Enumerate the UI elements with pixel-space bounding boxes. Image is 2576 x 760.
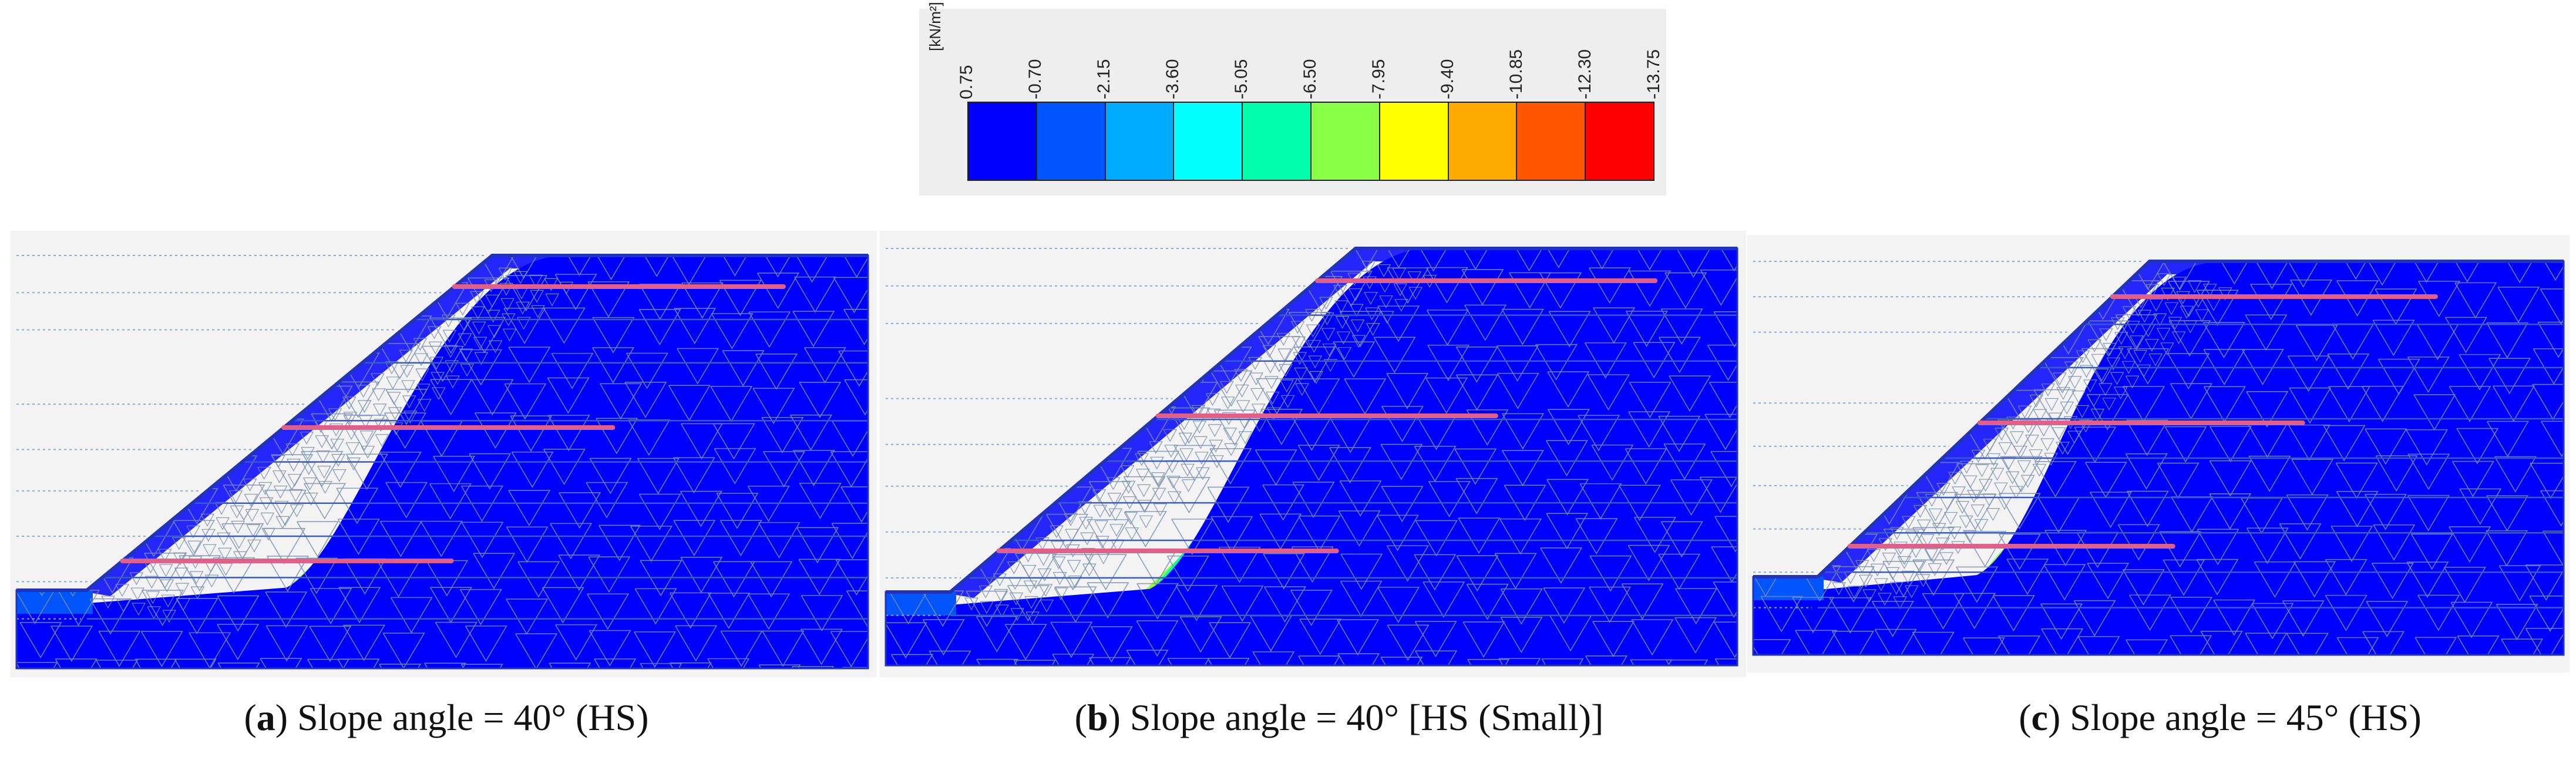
caption-a: (a) Slope angle = 40° (HS) <box>244 697 649 738</box>
layer-lines <box>1818 323 2564 608</box>
legend-swatch <box>1310 102 1380 181</box>
legend-tick-label: 0.75 <box>957 65 976 99</box>
legend-swatch <box>1173 102 1243 181</box>
legend-swatch <box>1516 102 1586 181</box>
legend-swatch <box>1035 102 1106 181</box>
reference-dashed-lines <box>886 248 1350 616</box>
caption-b-text: Slope angle = 40° [HS (Small)] <box>1120 697 1604 738</box>
legend-tick-label: -6.50 <box>1300 59 1320 99</box>
legend-tick-label: -13.75 <box>1644 49 1663 99</box>
domain-boundary <box>1752 260 2565 656</box>
legend-swatch <box>1585 102 1654 181</box>
fe-mesh-fine <box>1832 273 2232 610</box>
contour-band <box>1753 261 2564 655</box>
layer-lines <box>87 318 868 620</box>
legend-tick-label: -12.30 <box>1575 49 1595 99</box>
legend-swatch <box>1378 102 1449 181</box>
layer-lines <box>950 314 1737 617</box>
soil-domain <box>16 255 868 668</box>
legend-color-bar <box>967 102 1654 181</box>
legend-swatch <box>967 102 1037 181</box>
legend-tick-label: -0.70 <box>1025 59 1045 99</box>
legend-tick-label: -10.85 <box>1506 49 1526 99</box>
soil-domain <box>886 248 1737 665</box>
legend-swatch <box>1104 102 1175 181</box>
legend-tick-label: -7.95 <box>1369 59 1388 99</box>
color-legend: [kN/m²] 0.75 -0.70 -2.15 -3.60 -5.05 -6.50 -7.… <box>919 2 1666 196</box>
legend-swatch <box>1447 102 1518 181</box>
toe-band <box>16 590 93 614</box>
caption-b: (b) Slope angle = 40° [HS (Small)] <box>1074 697 1604 738</box>
domain-boundary <box>15 254 869 670</box>
caption-c: (c) Slope angle = 45° (HS) <box>2019 697 2422 738</box>
panel-b-contour-plot <box>880 231 1746 677</box>
caption-c-text: Slope angle = 45° (HS) <box>2060 697 2422 738</box>
legend-tick-label: -5.05 <box>1232 59 1251 99</box>
reference-dashed-lines <box>16 255 486 620</box>
toe-band <box>886 592 956 616</box>
caption-b-letter: b <box>1087 697 1108 738</box>
legend-tick-label: -3.60 <box>1163 59 1182 99</box>
domain-boundary <box>885 247 1738 667</box>
legend-tick-label: -2.15 <box>1094 59 1114 99</box>
panel-c-contour-plot <box>1747 235 2570 672</box>
contour-band <box>886 248 1737 665</box>
contour-svg <box>885 247 1738 667</box>
caption-a-letter: a <box>256 697 275 738</box>
soil-domain <box>1753 261 2564 655</box>
reference-dashed-lines <box>1753 261 2144 608</box>
legend-swatch <box>1242 102 1311 181</box>
panel-a-contour-plot <box>11 231 877 677</box>
legend-tick-label: -9.40 <box>1438 59 1457 99</box>
contour-svg <box>15 254 869 670</box>
caption-c-letter: c <box>2031 697 2048 738</box>
legend-unit-label: [kN/m²] <box>926 2 944 51</box>
contour-band <box>16 255 868 668</box>
contour-svg <box>1752 260 2565 656</box>
caption-a-text: Slope angle = 40° (HS) <box>288 697 649 738</box>
